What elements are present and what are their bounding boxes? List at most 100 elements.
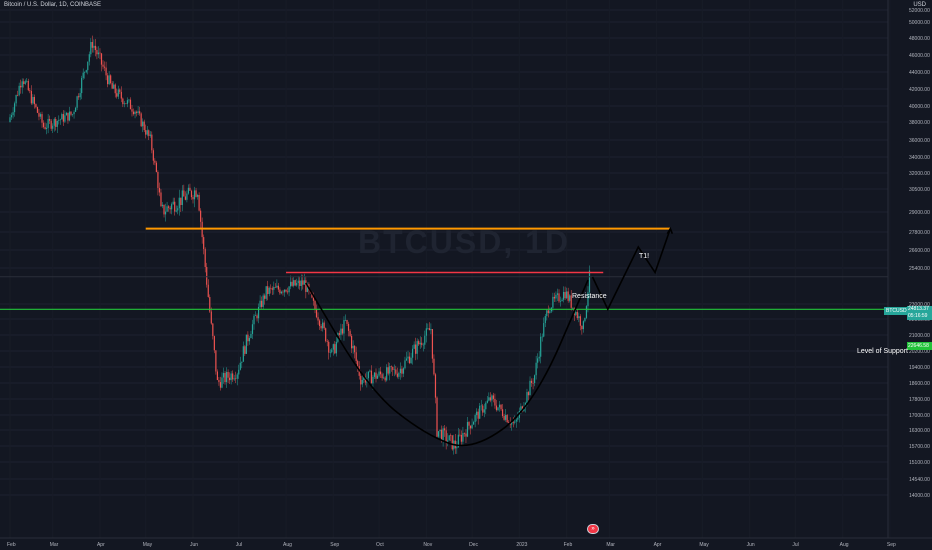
candle-body	[116, 93, 118, 97]
candle-body	[213, 336, 215, 351]
currency-label[interactable]: USD	[913, 2, 926, 8]
candle-body	[512, 422, 514, 423]
candle-body	[251, 324, 254, 334]
time-tick-label: Feb	[7, 542, 16, 548]
candle-body	[229, 377, 231, 381]
candle-body	[354, 345, 356, 353]
candle-body	[480, 405, 482, 407]
candle-body	[257, 307, 260, 319]
candle-body	[122, 98, 124, 105]
candle-body	[193, 190, 196, 200]
candle-body	[399, 368, 401, 374]
candle-body	[347, 323, 350, 331]
candle-body	[537, 358, 539, 363]
time-tick-label: Mar	[606, 542, 615, 548]
candle-body	[175, 210, 177, 212]
projection-path[interactable]	[591, 228, 672, 312]
chart-grid	[0, 9, 888, 496]
candle-body	[511, 422, 513, 425]
candle-body	[576, 311, 578, 319]
candle-body	[105, 67, 107, 76]
candle-body	[93, 45, 95, 48]
candle-body	[212, 323, 214, 337]
candle-body	[119, 89, 121, 92]
candle-body	[78, 96, 80, 98]
candle-body	[402, 368, 405, 374]
candle-body	[56, 120, 58, 127]
candle-body	[431, 329, 434, 359]
support-price-badge: 22646.58	[907, 342, 932, 350]
candle-body	[62, 114, 64, 122]
candle-body	[256, 315, 258, 319]
support-label[interactable]: Level of Support	[857, 348, 908, 355]
candle-body	[270, 287, 272, 289]
candle-body	[562, 291, 565, 300]
candle-body	[131, 109, 133, 112]
candle-body	[30, 91, 32, 104]
candle-body	[209, 297, 211, 312]
candle-body	[553, 296, 556, 299]
time-tick-label: Oct	[376, 542, 384, 548]
candle-body	[189, 187, 191, 191]
candle-body	[492, 395, 495, 399]
candle-body	[334, 344, 336, 354]
candle-body	[386, 367, 388, 381]
candle-body	[79, 93, 81, 98]
chart-title[interactable]: Bitcoin / U.S. Dollar, 1D, COINBASE	[4, 2, 102, 8]
candle-body	[68, 111, 71, 121]
time-tick-label: Sep	[887, 542, 896, 548]
candle-body	[396, 373, 398, 377]
resistance-label[interactable]: Resistance	[572, 293, 607, 300]
candle-body	[515, 419, 517, 422]
time-tick-label: Aug	[283, 542, 292, 548]
candle-body	[137, 111, 139, 113]
candle-body	[422, 344, 424, 346]
candle-body	[434, 374, 437, 398]
candle-body	[392, 366, 394, 370]
candle-body	[82, 72, 84, 79]
price-axis[interactable]: 52000.00 50000.00 48000.00 46000.00 44000.00…	[887, 0, 930, 538]
candle-body	[113, 84, 115, 89]
candle-body	[90, 41, 92, 55]
candle-body	[120, 91, 122, 99]
last-price-value: 24813.37	[908, 306, 929, 312]
candle-body	[424, 335, 426, 345]
candle-body	[232, 373, 234, 380]
candle-body	[582, 321, 584, 330]
candle-body	[367, 371, 369, 379]
candle-body	[53, 118, 55, 126]
time-axis[interactable]: Feb Mar Apr May Jun Jul Aug Sep Oct Nov Dec 2023 Feb…	[0, 537, 932, 548]
candle-body	[317, 317, 319, 321]
candle-body	[529, 380, 531, 396]
candle-body	[433, 358, 435, 375]
time-tick-label: May	[143, 542, 153, 548]
candle-body	[23, 81, 25, 84]
price-tick-label: 21000.00	[909, 333, 930, 339]
candle-body	[290, 281, 292, 287]
candle-body	[584, 317, 586, 322]
candle-body	[578, 316, 580, 319]
candle-body	[253, 315, 255, 325]
candle-body	[572, 307, 574, 309]
candle-body	[35, 104, 37, 108]
candle-body	[395, 369, 397, 374]
target-label[interactable]: T1!	[639, 253, 650, 260]
price-tick-label: 29000.00	[909, 210, 930, 216]
time-tick-label: Dec	[469, 542, 478, 548]
time-tick-label: Jul	[236, 542, 242, 548]
candle-body	[296, 283, 298, 286]
go-to-realtime-button[interactable]: »	[587, 524, 599, 534]
candle-body	[444, 428, 446, 431]
candle-body	[225, 371, 228, 383]
candle-body	[222, 373, 225, 378]
time-tick-label: Mar	[50, 542, 59, 548]
candle-body	[10, 115, 13, 118]
candle-body	[178, 197, 180, 209]
candle-body	[58, 120, 60, 121]
candle-body	[163, 204, 165, 215]
candle-body	[311, 292, 313, 298]
cup-curve[interactable]	[305, 279, 589, 447]
candle-body	[271, 288, 273, 290]
candle-body	[88, 54, 90, 62]
